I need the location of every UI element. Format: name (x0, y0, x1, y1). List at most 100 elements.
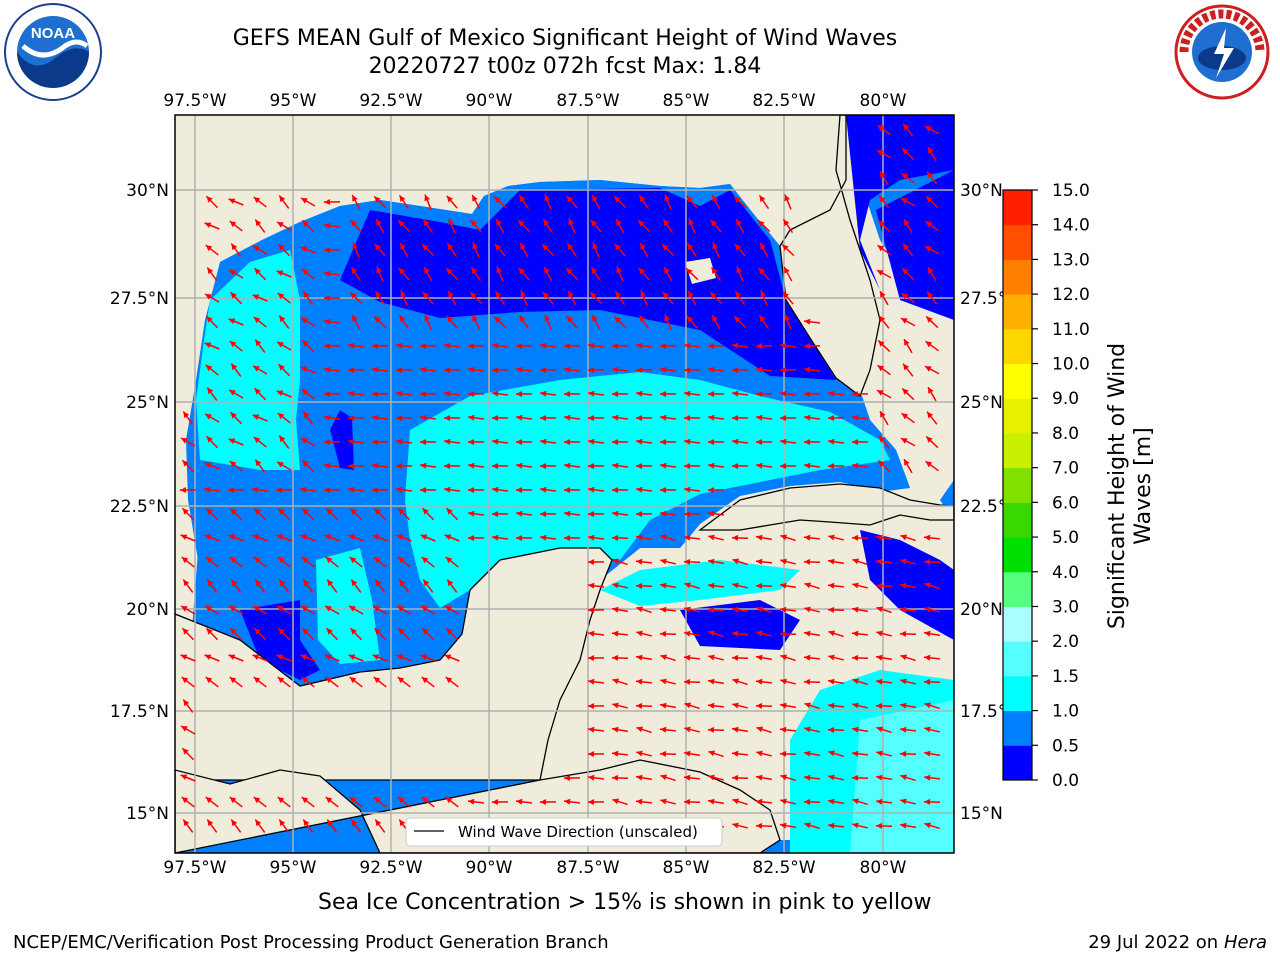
wave-direction-arrow (180, 654, 196, 662)
wave-direction-arrow (444, 605, 460, 615)
wave-direction-arrow (228, 605, 244, 615)
wave-direction-arrow (708, 774, 724, 781)
wave-direction-arrow (732, 798, 748, 806)
wave-direction-arrow (827, 798, 845, 805)
wave-direction-arrow (252, 605, 268, 615)
wave-direction-arrow (205, 315, 219, 329)
wave-direction-arrow (395, 415, 413, 422)
wave-direction-arrow (467, 487, 485, 494)
wave-direction-arrow (323, 247, 341, 254)
wave-direction-arrow (443, 438, 461, 445)
wave-direction-arrow (396, 534, 412, 542)
wave-direction-arrow (899, 582, 917, 589)
wave-direction-arrow (900, 197, 916, 207)
wave-direction-arrow (638, 314, 650, 330)
wave-direction-arrow (683, 534, 701, 541)
low-wave-region (330, 410, 354, 470)
wave-direction-arrow (371, 414, 389, 421)
wave-direction-arrow (422, 291, 434, 305)
wave-direction-arrow (587, 438, 605, 445)
wave-direction-arrow (541, 243, 555, 257)
wave-direction-arrow (371, 366, 389, 373)
wave-direction-arrow (230, 579, 242, 593)
wave-direction-arrow (276, 221, 292, 231)
wave-direction-arrow (659, 510, 677, 517)
wave-direction-arrow (662, 218, 674, 234)
wave-direction-arrow (252, 245, 268, 255)
wave-direction-arrow (181, 507, 195, 521)
wave-direction-arrow (491, 486, 509, 493)
wave-direction-arrow (348, 654, 364, 662)
lon-tick-top: 90°W (466, 91, 513, 111)
wave-direction-arrow (204, 654, 220, 662)
wave-direction-arrow (349, 627, 363, 641)
wave-direction-arrow (566, 242, 578, 258)
wave-direction-arrow (229, 340, 243, 352)
wave-direction-arrow (613, 315, 627, 329)
wave-direction-arrow (372, 654, 388, 662)
wave-direction-arrow (180, 534, 196, 542)
mid-wave-region (196, 250, 300, 470)
wave-direction-arrow (587, 463, 605, 470)
wave-direction-arrow (755, 534, 773, 541)
wave-direction-arrow (180, 605, 196, 615)
wave-direction-arrow (684, 582, 700, 590)
wave-direction-arrow (348, 605, 364, 615)
colorbar-swatch (1003, 467, 1032, 503)
wave-direction-arrow (612, 702, 628, 709)
wave-direction-arrow (446, 315, 458, 329)
wave-direction-arrow (397, 219, 411, 233)
wave-direction-arrow (804, 606, 820, 613)
wave-direction-arrow (419, 414, 437, 421)
wave-direction-arrow (635, 702, 653, 709)
lon-tick-top: 95°W (270, 91, 317, 111)
wave-direction-arrow (397, 676, 411, 688)
wave-direction-arrow (902, 243, 914, 257)
wave-direction-arrow (491, 438, 509, 445)
wave-direction-arrow (875, 774, 893, 781)
wave-direction-arrow (205, 627, 219, 641)
wave-direction-arrow (852, 702, 868, 709)
wave-direction-arrow (515, 366, 533, 373)
wave-direction-arrow (349, 291, 363, 305)
wave-direction-arrow (878, 315, 890, 329)
axis-ticks: 97.5°W 97.5°W 95°W 95°W 92.5°W 92.5°W 90°W 90°W… (110, 91, 1006, 878)
wave-direction-arrow (515, 510, 533, 517)
wave-direction-arrow (611, 391, 629, 398)
wave-direction-arrow (205, 364, 219, 376)
wave-direction-arrow (851, 414, 869, 421)
wave-direction-arrow (611, 750, 629, 757)
lat-tick-right: 22.5° (960, 497, 1006, 517)
wave-direction-arrow (735, 218, 745, 234)
colorbar-frame (1002, 189, 1033, 781)
wave-direction-arrow (563, 798, 581, 805)
wave-direction-arrow (659, 343, 677, 350)
wave-direction-arrow (204, 462, 220, 470)
wave-direction-arrow (587, 582, 605, 589)
lon-tick-bottom: 92.5°W (359, 858, 422, 878)
wave-direction-arrow (660, 774, 676, 782)
wave-direction-arrow (182, 411, 194, 425)
wave-direction-arrow (515, 414, 533, 421)
wave-direction-arrow (755, 558, 773, 565)
wave-direction-arrow (779, 630, 797, 637)
wave-direction-arrow (277, 676, 291, 688)
wave-direction-arrow (371, 439, 389, 446)
wave-direction-arrow (707, 343, 725, 350)
map-subtitle: 20220727 t00z 072h fcst Max: 1.84 (368, 54, 762, 79)
wave-direction-arrow (446, 242, 458, 258)
wave-direction-arrow (590, 219, 602, 233)
wave-direction-arrow (373, 676, 387, 688)
wave-direction-arrow (349, 796, 363, 808)
wave-direction-arrow (229, 796, 243, 808)
wave-direction-arrow (900, 534, 916, 542)
wave-direction-arrow (470, 219, 482, 233)
wave-direction-arrow (325, 556, 339, 568)
colorbar-tick-label: 10.0 (1052, 355, 1090, 375)
colorbar-swatch (1003, 432, 1032, 469)
wave-direction-arrow (539, 534, 557, 541)
wave-direction-arrow (326, 579, 338, 593)
wave-direction-arrow (875, 702, 893, 709)
wave-direction-arrow (660, 678, 676, 685)
wave-direction-arrow (494, 243, 506, 257)
